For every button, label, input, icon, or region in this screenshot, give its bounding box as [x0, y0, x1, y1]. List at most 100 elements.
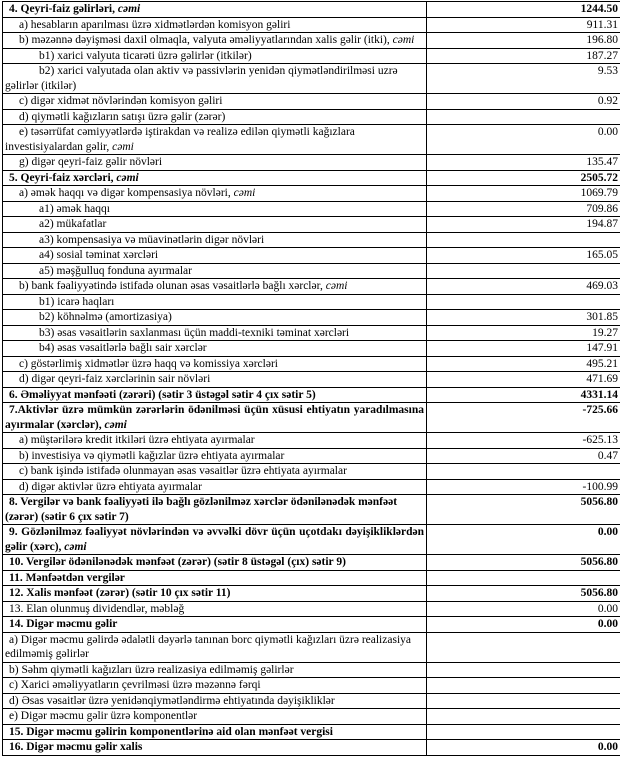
row-label-text: d) Əsas vəsaitlər üzrə yenidənqiymətlənd… — [9, 694, 335, 707]
row-label-text: c) göstərlimiş xidmətlər üzrə haqq və ko… — [19, 357, 278, 370]
financial-statement-table: 4. Qeyri-faiz gəlirləri, cəmi 1244.50 a) h… — [2, 1, 620, 756]
row-label: a1) əmək haqqı — [2, 200, 427, 217]
row-label: 4. Qeyri-faiz gəlirləri, cəmi — [2, 1, 427, 18]
row-value: 911.31 — [426, 16, 620, 33]
table-row: a4) sosial təminat xərcləri 165.05 — [2, 247, 620, 264]
row-value — [426, 661, 620, 678]
row-value: 187.27 — [426, 47, 620, 64]
row-label: 12. Xalis mənfəət (zərər) (sətir 10 çıx … — [2, 585, 427, 602]
row-label-text: a) Digər məcmu gəlirdə ədalətli dəyərlə … — [5, 633, 411, 661]
table-row: a5) məşğulluq fonduna ayırmalar — [2, 262, 620, 279]
row-label-text: a5) məşğulluq fonduna ayırmalar — [39, 264, 192, 277]
row-label: d) qiymətli kağızların satışı üzrə gəlir… — [2, 108, 427, 125]
row-label-text: b2) xarici valyutada olan aktiv və passi… — [5, 65, 398, 92]
row-label: b2) köhnəlmə (amortizasiya) — [2, 309, 427, 326]
row-value — [426, 708, 620, 725]
row-value: 709.86 — [426, 200, 620, 217]
row-label-text: e) Digər məcmu gəlir üzrə komponentlər — [9, 710, 198, 722]
row-label-text: b) Səhm qiymətli kağızları üzrə realizas… — [9, 663, 294, 676]
row-label: 7.Aktivlər üzrə mümkün zərərlərin ödənil… — [2, 402, 427, 433]
row-value: 5056.80 — [426, 554, 620, 571]
financial-statement-table-body: 4. Qeyri-faiz gəlirləri, cəmi 1244.50 a) h… — [2, 1, 620, 756]
row-label: 16. Digər məcmu gəlir xalis — [2, 739, 427, 756]
row-label: c) Xarici əməliyyatların çevrilməsi üzrə… — [2, 677, 427, 694]
row-label: b) məzənnə dəyişməsi daxil olmaqla, valy… — [2, 32, 427, 49]
row-label: 10. Vergilər ödənilənədək mənfəət (zərər… — [2, 554, 427, 571]
table-row: 10. Vergilər ödənilənədək mənfəət (zərər… — [2, 554, 620, 571]
table-row: b1) icarə haqları — [2, 293, 620, 310]
row-label: b4) əsas vəsaitlərlə bağlı sair xərclər — [2, 340, 427, 357]
row-label: a3) kompensasiya və müavinətlərin digər … — [2, 231, 427, 248]
row-value: 0.00 — [426, 124, 620, 155]
row-label-text: b2) köhnəlmə (amortizasiya) — [39, 311, 172, 323]
row-label-text: 8. Vergilər və bank fəaliyyəti ilə bağlı… — [5, 496, 398, 523]
row-label-text: a2) mükafatlar — [39, 218, 107, 230]
row-label-text: 6. Əməliyyat mənfəəti (zərəri) (sətir 3 … — [9, 388, 316, 401]
row-label: e) Digər məcmu gəlir üzrə komponentlər — [2, 708, 427, 725]
table-row: b2) xarici valyutada olan aktiv və passi… — [2, 63, 620, 94]
table-row: b3) əsas vəsaitlərin saxlanması üçün mad… — [2, 324, 620, 341]
row-value: -100.99 — [426, 478, 620, 495]
table-row: g) digər qeyri-faiz gəlir növləri 135.47 — [2, 154, 620, 171]
row-label: b1) xarici valyuta ticarəti üzrə gəlirlə… — [2, 47, 427, 64]
table-row: 15. Digər məcmu gəlirin komponentlərinə … — [2, 723, 620, 740]
row-value — [426, 262, 620, 279]
row-label-text: e) təsərrüfat cəmiyyətlərdə iştirakdan v… — [5, 126, 355, 153]
row-label-text: 4. Qeyri-faiz gəlirləri, — [9, 3, 118, 15]
table-row: c) göstərlimiş xidmətlər üzrə haqq və ko… — [2, 355, 620, 372]
row-label: a4) sosial təminat xərcləri — [2, 247, 427, 264]
row-value: 135.47 — [426, 154, 620, 171]
row-label-text: b) məzənnə dəyişməsi daxil olmaqla, valy… — [19, 34, 393, 46]
row-label: 11. Mənfəətdən vergilər — [2, 569, 427, 586]
row-label-text: 16. Digər məcmu gəlir xalis — [9, 741, 143, 753]
row-label: 8. Vergilər və bank fəaliyyəti ilə bağlı… — [2, 494, 427, 525]
row-label: a) Digər məcmu gəlirdə ədalətli dəyərlə … — [2, 631, 427, 663]
row-value — [426, 631, 620, 663]
row-value — [426, 569, 620, 586]
row-label-text: b3) əsas vəsaitlərin saxlanması üçün mad… — [39, 326, 350, 339]
row-label-text: a) hesabların aparılması üzrə xidmətlərd… — [19, 18, 291, 31]
row-value: 471.69 — [426, 371, 620, 388]
row-label-text: 13. Elan olunmuş dividendlər, məbləğ — [9, 602, 185, 615]
row-value: 19.27 — [426, 324, 620, 341]
table-row: b) investisiya və qiymətli kağızlar üzrə… — [2, 447, 620, 464]
row-label: d) digər qeyri-faiz xərclərinin sair növ… — [2, 371, 427, 388]
row-label-text: c) bank işində istifadə olunmayan əsas v… — [19, 465, 347, 477]
table-row: a) əmək haqqı və digər kompensasiya növl… — [2, 185, 620, 202]
table-row: b4) əsas vəsaitlərlə bağlı sair xərclər 1… — [2, 340, 620, 357]
table-row: d) digər aktivlər üzrə ehtiyata ayırmala… — [2, 478, 620, 495]
row-label-text: a3) kompensasiya və müavinətlərin digər … — [39, 233, 265, 246]
table-row: b1) xarici valyuta ticarəti üzrə gəlirlə… — [2, 47, 620, 64]
row-label-text: a4) sosial təminat xərcləri — [39, 249, 159, 261]
row-label-italic-suffix: cəmi — [116, 171, 139, 184]
table-row: 16. Digər məcmu gəlir xalis 0.00 — [2, 739, 620, 756]
row-label: c) digər xidmət növlərindən komisyon gəl… — [2, 93, 427, 110]
table-row: a) Digər məcmu gəlirdə ədalətli dəyərlə … — [2, 631, 620, 663]
row-label-text: b1) icarə haqları — [39, 295, 115, 308]
row-label: b) bank fəaliyyətində istifadə olunan əs… — [2, 278, 427, 295]
row-value: 165.05 — [426, 247, 620, 264]
row-label-italic-suffix: cəmi — [112, 140, 134, 153]
row-label-text: 11. Mənfəətdən vergilər — [9, 571, 125, 584]
row-label-italic-suffix: cəmi — [64, 540, 87, 553]
table-row: 7.Aktivlər üzrə mümkün zərərlərin ödənil… — [2, 402, 620, 433]
table-row: b2) köhnəlmə (amortizasiya) 301.85 — [2, 309, 620, 326]
row-label-text: g) digər qeyri-faiz gəlir növləri — [19, 156, 163, 168]
row-label-text: c) Xarici əməliyyatların çevrilməsi üzrə… — [9, 679, 261, 691]
row-label-text: 14. Digər məcmu gəlir — [9, 618, 118, 630]
row-label-text: d) digər aktivlər üzrə ehtiyata ayırmala… — [19, 480, 202, 493]
row-value — [426, 108, 620, 125]
row-value: 9.53 — [426, 63, 620, 94]
row-label: c) göstərlimiş xidmətlər üzrə haqq və ko… — [2, 355, 427, 372]
table-row: 14. Digər məcmu gəlir 0.00 — [2, 616, 620, 633]
row-label-text: 15. Digər məcmu gəlirin komponentlərinə … — [9, 725, 333, 738]
table-row: b) bank fəaliyyətində istifadə olunan əs… — [2, 278, 620, 295]
row-value: 469.03 — [426, 278, 620, 295]
row-label: c) bank işində istifadə olunmayan əsas v… — [2, 463, 427, 480]
row-value — [426, 231, 620, 248]
row-value: 4331.14 — [426, 386, 620, 403]
row-label-text: 10. Vergilər ödənilənədək mənfəət (zərər… — [9, 556, 346, 568]
row-label: 9. Gözlənilməz fəaliyyət növlərindən və … — [2, 524, 427, 555]
row-label: b) investisiya və qiymətli kağızlar üzrə… — [2, 447, 427, 464]
table-row: a) müştərilərə kredit itkiləri üzrə ehti… — [2, 432, 620, 449]
